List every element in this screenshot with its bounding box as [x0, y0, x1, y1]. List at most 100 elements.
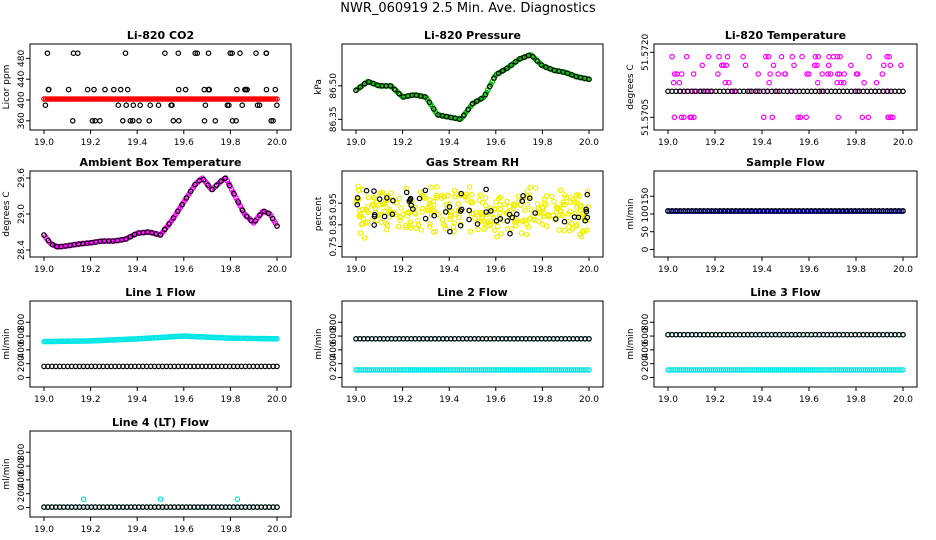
panel-1: Li-820 CO2 Licor ppm 19.0 19.2 19.4 19.6 19.8 2…	[2, 29, 292, 148]
y-tick-label: 600	[641, 327, 651, 344]
data-point	[789, 53, 796, 60]
series-black	[354, 186, 591, 237]
data-point	[556, 227, 562, 234]
data-point	[170, 118, 177, 124]
data-point	[376, 196, 383, 202]
data-point	[584, 189, 591, 195]
x-tick-label: 19.0	[346, 138, 366, 148]
x-tick-label: 19.2	[393, 395, 413, 405]
x-tick-label: 20.0	[267, 525, 287, 535]
data-point	[383, 226, 390, 233]
data-point	[432, 209, 438, 216]
data-point	[378, 219, 385, 226]
data-point	[44, 50, 51, 57]
data-point	[464, 197, 471, 203]
data-point	[201, 118, 208, 124]
data-point	[715, 71, 721, 77]
data-point	[261, 208, 267, 215]
y-axis-label: ml/min	[626, 198, 636, 229]
data-point	[387, 83, 394, 89]
y-tick-label: 51.5705	[641, 99, 651, 136]
data-point	[834, 53, 841, 60]
data-point	[412, 211, 419, 217]
data-point	[898, 367, 904, 373]
data-point	[491, 227, 498, 234]
data-point	[69, 118, 76, 124]
data-point	[583, 206, 589, 213]
plot-frame	[653, 43, 918, 131]
x-tick-label: 19.4	[439, 138, 459, 148]
data-point	[371, 188, 377, 194]
data-point	[127, 234, 134, 240]
data-point	[722, 79, 729, 86]
data-point	[227, 50, 234, 57]
data-point	[873, 79, 880, 86]
data-point	[769, 114, 776, 121]
data-point	[770, 62, 777, 69]
data-point	[123, 102, 130, 109]
data-point	[263, 86, 270, 93]
data-point	[475, 226, 481, 233]
y-axis-label: degrees C	[626, 64, 636, 109]
data-point	[540, 210, 547, 216]
data-point	[690, 71, 697, 77]
panel-10: Line 4 (LT) Flow ml/min 19.0 19.2 19.4 19.6 19…	[2, 416, 292, 535]
data-point	[244, 213, 250, 220]
data-point	[124, 86, 131, 93]
series-magenta	[669, 53, 904, 121]
x-tick-label: 19.6	[174, 525, 194, 535]
data-point	[742, 62, 749, 69]
series-black	[665, 208, 906, 214]
data-point	[89, 118, 96, 124]
data-point	[157, 496, 164, 503]
data-point	[364, 207, 370, 214]
x-tick-label: 19.6	[799, 395, 819, 405]
data-point	[136, 118, 142, 124]
x-tick-label: 19.2	[81, 525, 101, 535]
data-point	[799, 53, 805, 60]
data-point	[422, 187, 429, 194]
data-point	[438, 195, 445, 201]
series-black	[665, 88, 906, 95]
data-point	[395, 223, 402, 230]
x-tick-label: 19.0	[34, 138, 54, 148]
data-point	[718, 62, 725, 69]
data-point	[448, 209, 455, 215]
data-point	[854, 71, 861, 77]
data-point	[393, 200, 400, 206]
data-point	[146, 118, 153, 124]
panel-6: Sample Flow ml/min 19.0 19.2 19.4 19.6 19.8 20.…	[626, 156, 918, 275]
data-point	[222, 175, 229, 182]
x-tick-label: 19.6	[486, 265, 506, 275]
x-tick-label: 19.8	[532, 395, 552, 405]
data-point	[263, 50, 270, 57]
plot-frame	[29, 430, 292, 518]
x-tick-label: 19.8	[220, 265, 240, 275]
series-black	[41, 363, 280, 370]
data-point	[102, 86, 108, 93]
data-point	[447, 216, 453, 222]
data-point	[417, 189, 424, 196]
y-tick-label: 400	[641, 341, 651, 358]
data-point	[115, 102, 122, 109]
data-point	[461, 112, 467, 119]
y-tick-label: 600	[17, 457, 27, 474]
data-point	[576, 231, 583, 238]
data-point	[354, 201, 361, 208]
data-point	[176, 118, 182, 124]
data-point	[900, 331, 906, 338]
x-tick-label: 20.0	[893, 265, 913, 275]
data-point	[182, 86, 189, 93]
data-point	[553, 209, 560, 215]
series-yellow	[353, 183, 592, 241]
data-point	[678, 71, 685, 77]
data-point	[466, 216, 472, 223]
data-point	[371, 222, 378, 228]
data-point	[175, 86, 182, 93]
data-point	[530, 53, 536, 60]
data-point	[452, 211, 459, 218]
panel-title: Line 4 (LT) Flow	[112, 416, 209, 429]
data-point	[884, 53, 890, 60]
data-point	[155, 102, 162, 109]
y-tick-label: 400	[329, 341, 339, 358]
